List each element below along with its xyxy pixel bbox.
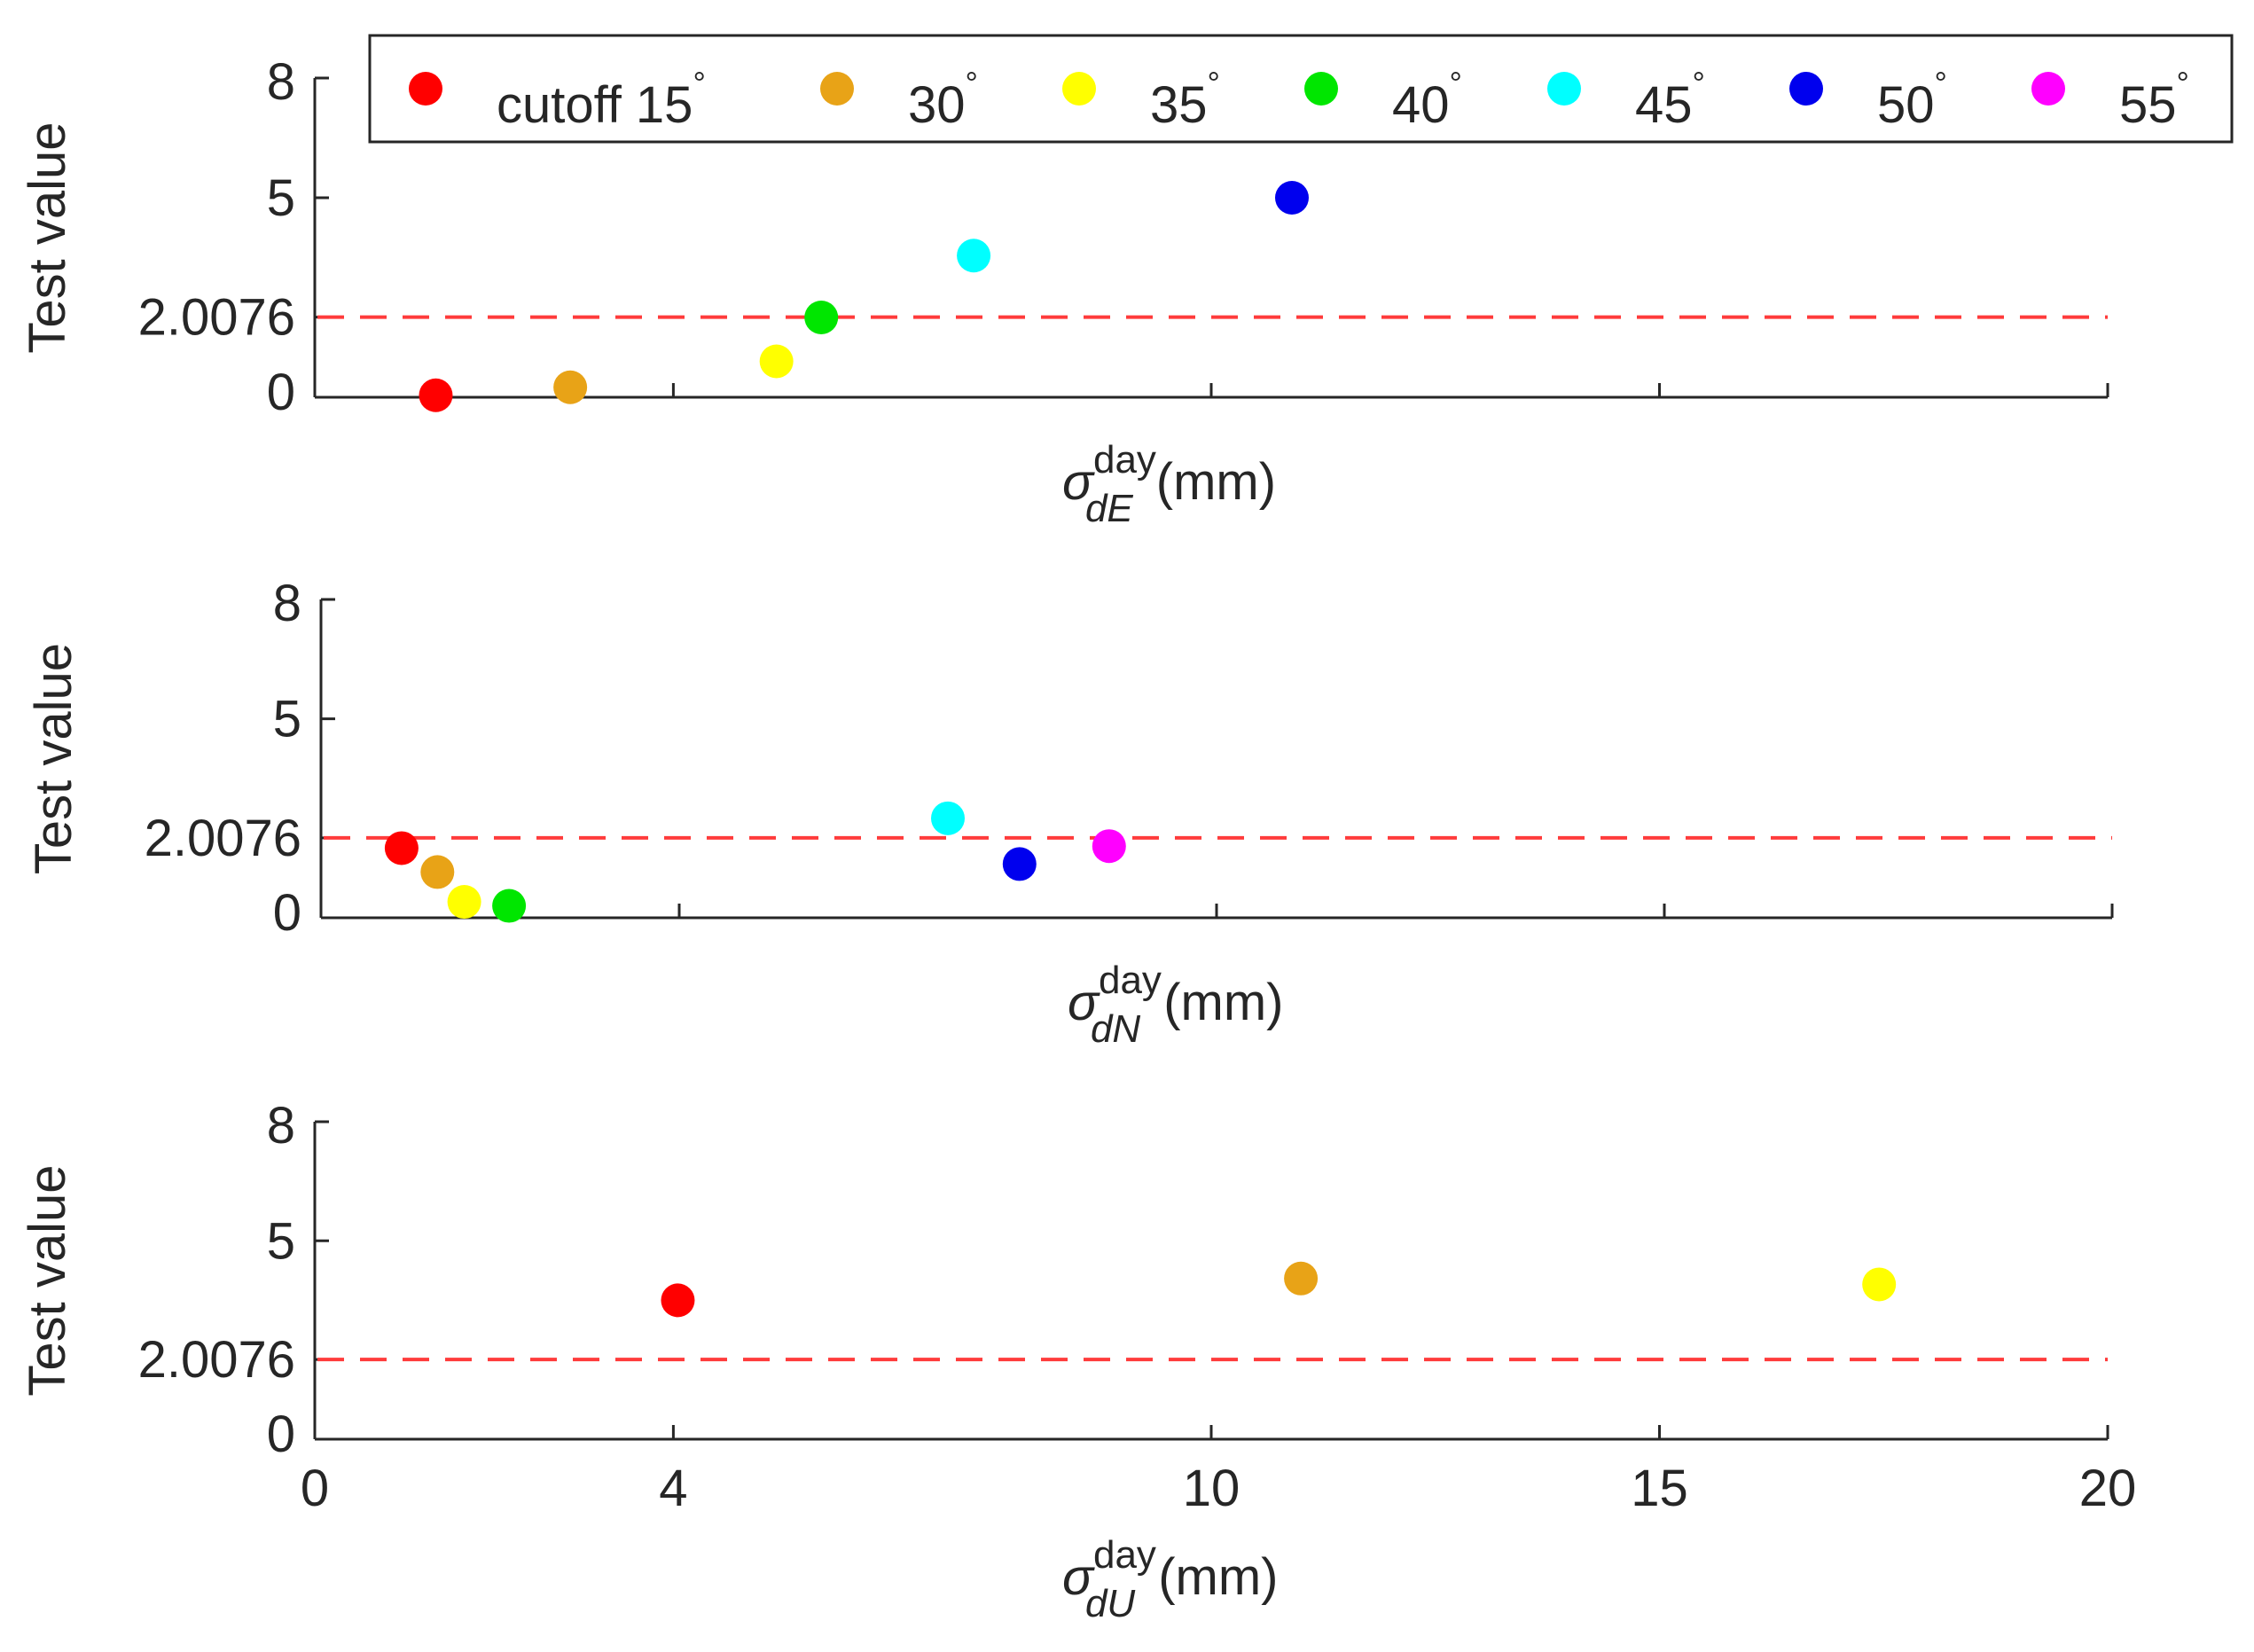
legend-label: 35° — [1150, 65, 1220, 134]
legend-label: 30° — [908, 65, 978, 134]
legend-entry: 50° — [1789, 65, 1947, 134]
legend-marker — [1547, 72, 1581, 106]
data-point: cutoff 15°: 1.75 — [384, 831, 419, 865]
x-tick-label: 0 — [301, 1460, 329, 1517]
data-point: 35°: 0.4 — [447, 885, 481, 920]
y-tick-label: 2.0076 — [138, 1331, 295, 1389]
panel-bottom: 0 2.0076 5 8 0 4 10 15 20 Test value σday dU (mm) cut… — [19, 1097, 2136, 1625]
panel-middle: 0 2.0076 5 8 Test value σday dN (mm) cutoff 15°:… — [25, 575, 2114, 1051]
data-point: cutoff 15°: 3.5 — [661, 1283, 695, 1318]
data-point: 30°: 0.25 — [553, 370, 588, 404]
legend-entry: cutoff 15° — [409, 65, 706, 134]
y-tick-label: 0 — [267, 364, 295, 421]
legend-label: 55° — [2119, 65, 2189, 134]
legend-label: cutoff 15° — [497, 65, 706, 134]
data-point: 50°: 5 — [1274, 181, 1309, 215]
legend-marker — [820, 72, 854, 106]
y-axis-title: Test value — [19, 121, 76, 353]
legend-entry: 45° — [1547, 65, 1705, 134]
x-axis-title: σday dE (mm) — [1062, 438, 1276, 530]
y-tick-label: 0 — [267, 1405, 295, 1463]
x-tick-label: 10 — [1183, 1460, 1240, 1517]
legend-marker — [2031, 72, 2065, 106]
y-tick-label: 8 — [267, 53, 295, 111]
data-point: 30°: 4.05 — [1284, 1261, 1319, 1296]
legend-label: 45° — [1635, 65, 1705, 134]
x-axis-title: σday dN (mm) — [1068, 959, 1283, 1051]
y-tick-label: 2.0076 — [138, 289, 295, 347]
data-point: 30°: 1.15 — [420, 855, 455, 889]
y-tick-label: 5 — [267, 1212, 295, 1270]
data-point: cutoff 15°: 0.05 — [419, 378, 453, 412]
y-tick-label: 8 — [267, 1097, 295, 1155]
legend-label: 50° — [1877, 65, 1947, 134]
legend-marker — [1304, 72, 1338, 106]
legend-entry: 30° — [820, 65, 978, 134]
data-point: 40°: 2 — [804, 301, 839, 334]
legend-entry: 40° — [1304, 65, 1462, 134]
data-point: 45°: 3.55 — [957, 239, 991, 273]
legend-label: 40° — [1392, 65, 1462, 134]
legend-marker — [1789, 72, 1823, 106]
y-axis-title: Test value — [19, 1164, 76, 1396]
legend-entry: 55° — [2031, 65, 2189, 134]
y-tick-label: 8 — [273, 575, 301, 632]
legend-marker — [1062, 72, 1096, 106]
data-point: 45°: 2.5 — [931, 801, 965, 835]
y-tick-label: 5 — [273, 691, 301, 748]
legend-marker — [409, 72, 442, 106]
data-point: 55°: 1.8 — [1092, 829, 1126, 864]
y-tick-label: 2.0076 — [145, 810, 301, 867]
x-tick-label: 20 — [2079, 1460, 2137, 1517]
x-tick-label: 4 — [659, 1460, 687, 1517]
data-point: 40°: 0.3 — [492, 889, 527, 923]
legend-entry: 35° — [1062, 65, 1220, 134]
legend-box — [368, 34, 2234, 144]
data-point: 35°: 0.9 — [759, 344, 794, 379]
panel-top: 0 2.0076 5 8 Test value σday dE (mm) cutoff 15°:… — [19, 53, 2109, 530]
legend: cutoff 15° 30° 35° 40° 45° 50° 55° — [368, 34, 2234, 144]
data-point: 35°: 3.9 — [1862, 1267, 1897, 1302]
y-tick-label: 5 — [267, 169, 295, 227]
x-axis-title: σday dU (mm) — [1062, 1533, 1278, 1625]
x-tick-label: 15 — [1631, 1460, 1688, 1517]
y-tick-label: 0 — [273, 884, 301, 942]
data-point: 50°: 1.35 — [1002, 847, 1037, 881]
y-axis-title: Test value — [25, 643, 82, 874]
